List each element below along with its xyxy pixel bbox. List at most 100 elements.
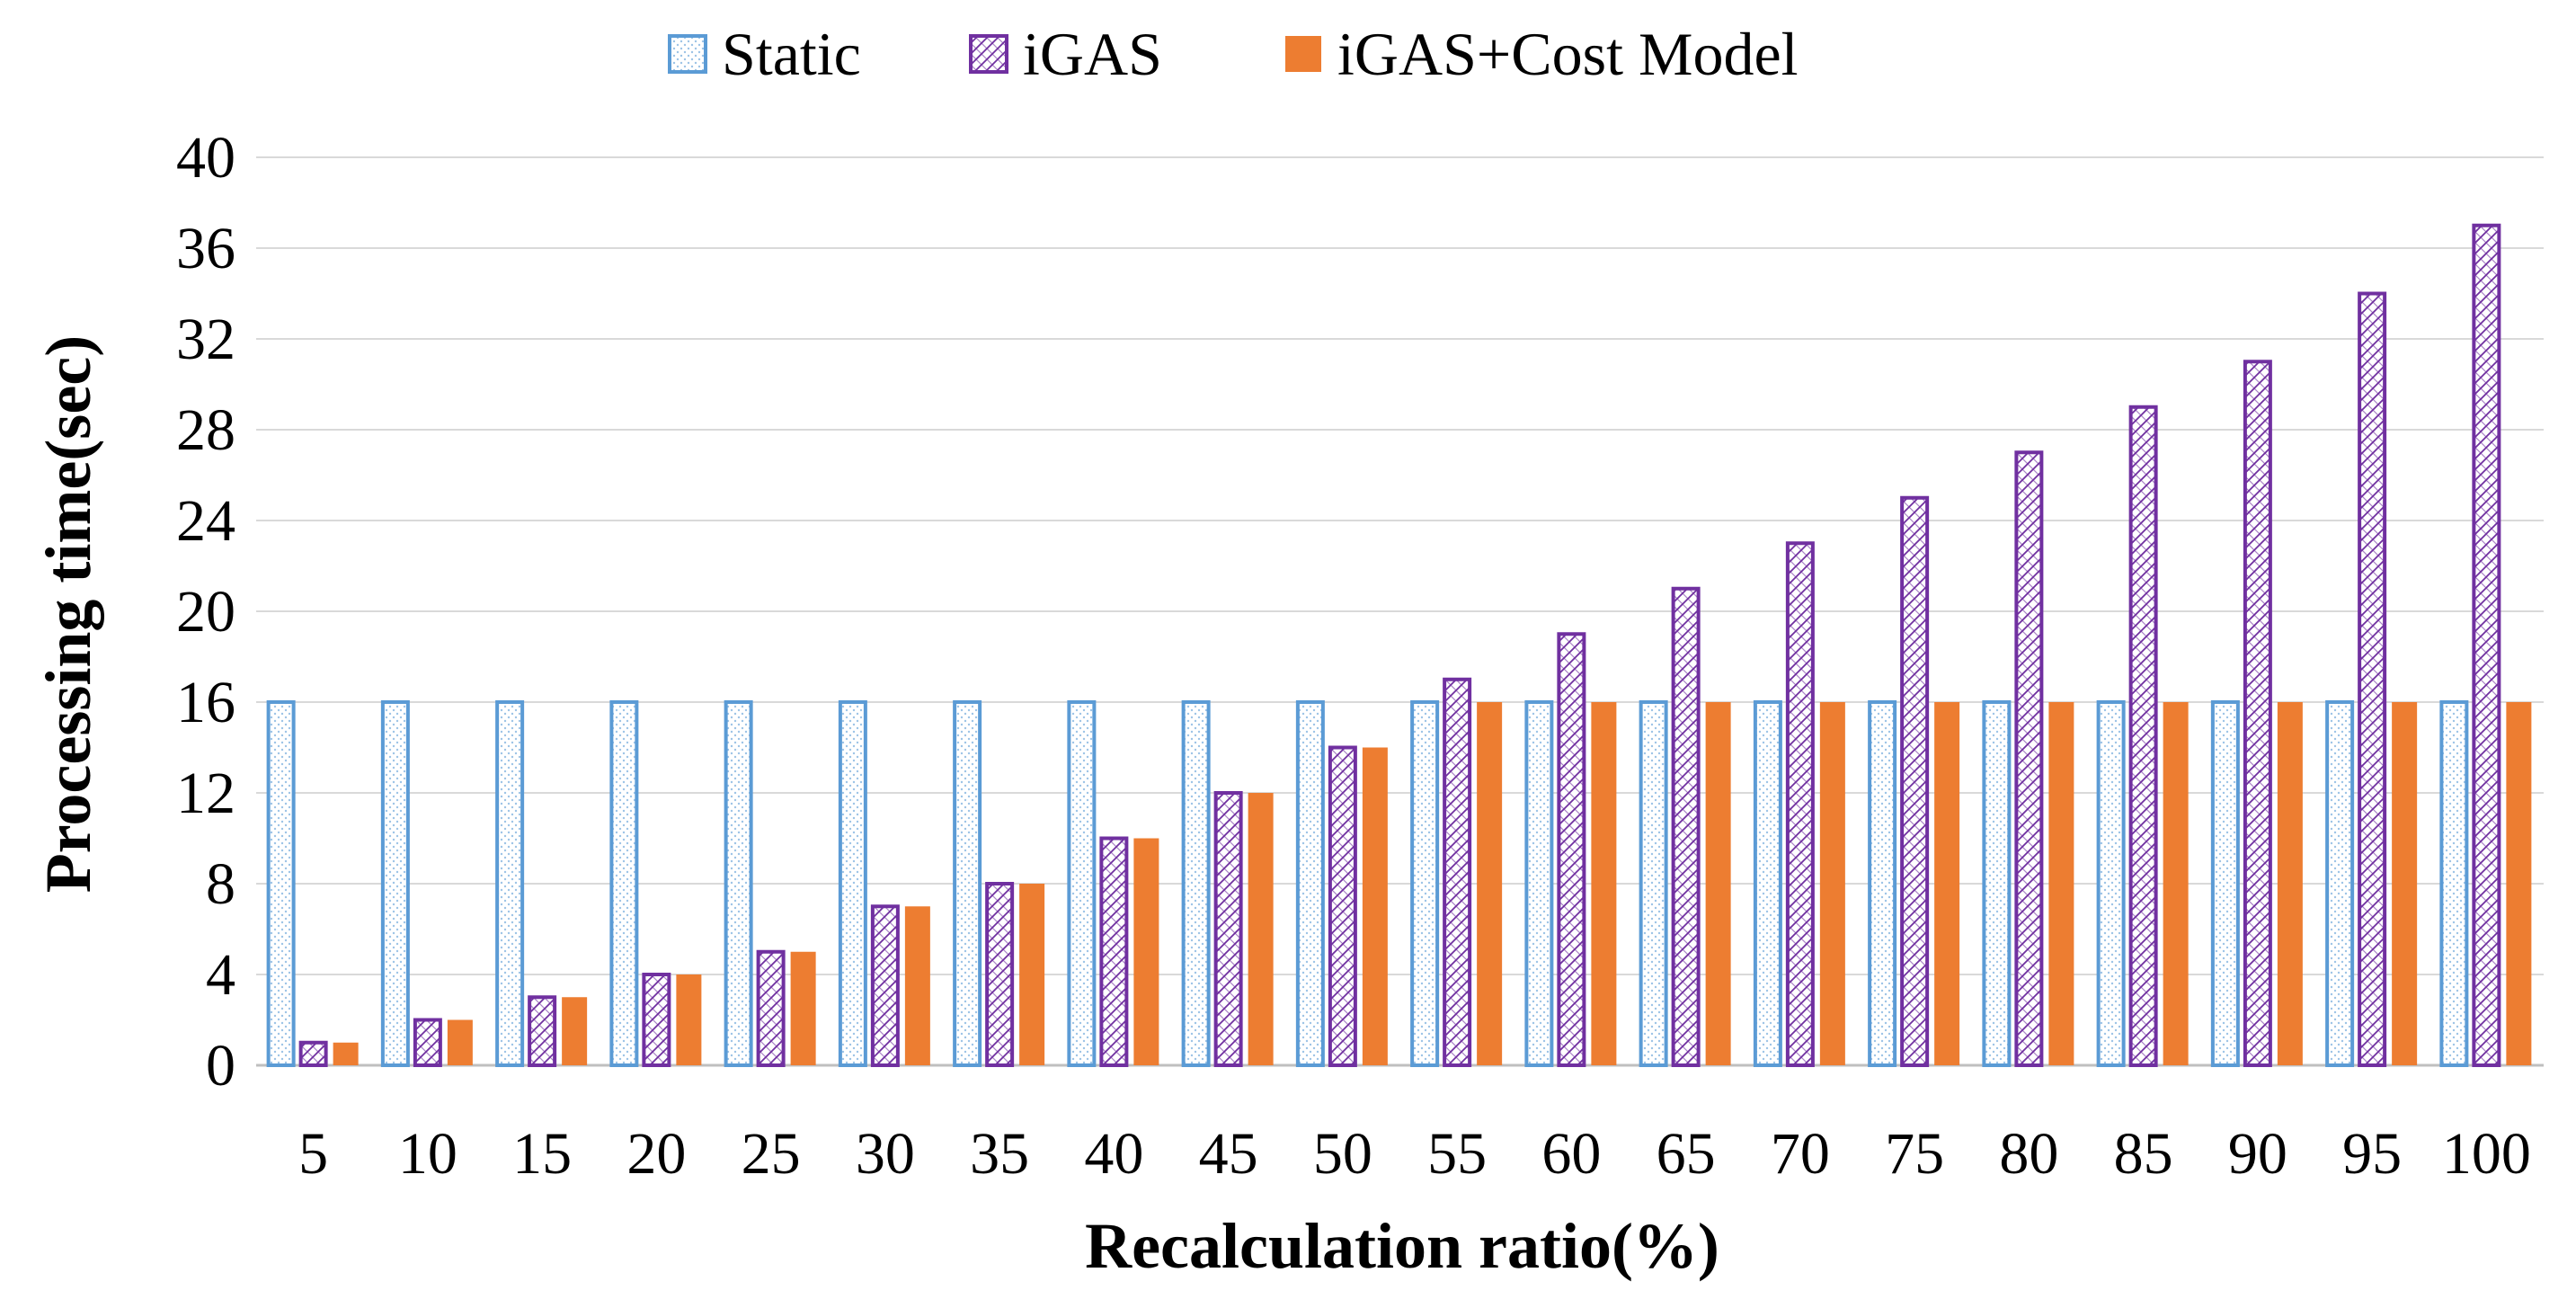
x-tick-label: 75 bbox=[1885, 1121, 1944, 1187]
bar-igas-cost-model-20 bbox=[676, 974, 702, 1065]
bar-static-30 bbox=[838, 700, 867, 1067]
x-tick-label: 40 bbox=[1084, 1121, 1143, 1187]
bar-static-5 bbox=[266, 700, 296, 1067]
x-tick-label: 20 bbox=[626, 1121, 686, 1187]
bar-igas-40 bbox=[1099, 836, 1129, 1067]
bar-igas-cost-model-100 bbox=[2506, 702, 2532, 1065]
x-tick-label: 65 bbox=[1657, 1121, 1716, 1187]
legend-swatch bbox=[969, 34, 1008, 74]
bar-igas-90 bbox=[2243, 360, 2272, 1067]
bar-igas-cost-model-5 bbox=[333, 1042, 359, 1065]
bar-igas-35 bbox=[985, 882, 1015, 1067]
bar-static-95 bbox=[2325, 700, 2355, 1067]
legend-item-igas-cost-model: iGAS+Cost Model bbox=[1285, 20, 1799, 88]
legend-label: iGAS+Cost Model bbox=[1337, 20, 1799, 88]
bar-igas-10 bbox=[413, 1018, 442, 1067]
bar-igas-45 bbox=[1213, 791, 1243, 1067]
bar-static-35 bbox=[953, 700, 982, 1067]
bar-igas-cost-model-85 bbox=[2163, 702, 2189, 1065]
bar-igas-5 bbox=[298, 1040, 328, 1067]
y-tick-label: 0 bbox=[206, 1033, 235, 1099]
bar-igas-cost-model-25 bbox=[790, 951, 816, 1065]
bar-igas-cost-model-80 bbox=[2048, 702, 2074, 1065]
x-tick-label: 70 bbox=[1771, 1121, 1830, 1187]
bar-igas-cost-model-70 bbox=[1819, 702, 1845, 1065]
bar-igas-cost-model-45 bbox=[1248, 793, 1274, 1065]
bar-igas-cost-model-60 bbox=[1591, 702, 1617, 1065]
y-tick-label: 16 bbox=[176, 670, 235, 735]
bar-igas-cost-model-95 bbox=[2392, 702, 2418, 1065]
bar-static-100 bbox=[2439, 700, 2469, 1067]
x-tick-label: 50 bbox=[1313, 1121, 1372, 1187]
bar-igas-cost-model-15 bbox=[562, 997, 588, 1065]
bar-static-75 bbox=[1868, 700, 1897, 1067]
y-tick-label: 32 bbox=[176, 307, 235, 372]
y-tick-label: 24 bbox=[176, 488, 235, 554]
bar-static-50 bbox=[1295, 700, 1325, 1067]
x-tick-label: 60 bbox=[1541, 1121, 1601, 1187]
x-tick-label: 10 bbox=[398, 1121, 457, 1187]
bar-igas-20 bbox=[642, 973, 671, 1067]
y-tick-label: 20 bbox=[176, 579, 235, 645]
bar-igas-60 bbox=[1557, 632, 1586, 1067]
bar-igas-55 bbox=[1443, 677, 1472, 1067]
bar-igas-cost-model-40 bbox=[1133, 838, 1159, 1065]
bar-static-65 bbox=[1639, 700, 1668, 1067]
bar-static-15 bbox=[495, 700, 525, 1067]
y-axis-title: Processing time(sec) bbox=[32, 335, 104, 893]
y-tick-label: 40 bbox=[176, 125, 235, 191]
bar-igas-cost-model-50 bbox=[1362, 747, 1388, 1065]
bar-static-55 bbox=[1410, 700, 1440, 1067]
bar-igas-cost-model-65 bbox=[1705, 702, 1731, 1065]
bar-igas-cost-model-75 bbox=[1934, 702, 1960, 1065]
x-tick-label: 85 bbox=[2114, 1121, 2173, 1187]
bar-igas-cost-model-90 bbox=[2277, 702, 2303, 1065]
x-tick-label: 45 bbox=[1199, 1121, 1258, 1187]
x-tick-label: 35 bbox=[970, 1121, 1029, 1187]
x-tick-label: 55 bbox=[1427, 1121, 1487, 1187]
y-tick-label: 36 bbox=[176, 216, 235, 281]
x-tick-label: 95 bbox=[2342, 1121, 2402, 1187]
x-tick-label: 30 bbox=[856, 1121, 915, 1187]
y-tick-label: 4 bbox=[206, 942, 235, 1008]
y-tick-label: 8 bbox=[206, 851, 235, 917]
legend-item-static: Static bbox=[668, 20, 861, 88]
bar-igas-cost-model-10 bbox=[447, 1019, 473, 1065]
x-tick-label: 25 bbox=[742, 1121, 801, 1187]
bar-igas-70 bbox=[1785, 541, 1815, 1067]
x-tick-label: 80 bbox=[1999, 1121, 2058, 1187]
bar-static-85 bbox=[2096, 700, 2126, 1067]
bar-igas-95 bbox=[2358, 291, 2387, 1067]
bar-igas-cost-model-30 bbox=[904, 906, 930, 1065]
bar-igas-15 bbox=[528, 995, 557, 1067]
bars bbox=[266, 223, 2532, 1067]
x-axis-title: Recalculation ratio(%) bbox=[1085, 1210, 1719, 1282]
bar-igas-50 bbox=[1328, 745, 1357, 1067]
y-tick-label: 12 bbox=[176, 761, 235, 826]
bar-igas-100 bbox=[2472, 223, 2501, 1067]
bar-static-90 bbox=[2210, 700, 2240, 1067]
axes: 0 4 8 12 16 20 24 28 32 36 40 5 10 15 20 25 30 35 40 45 50 55… bbox=[176, 125, 2531, 1187]
bar-static-60 bbox=[1524, 700, 1554, 1067]
bar-igas-30 bbox=[870, 904, 900, 1067]
legend-swatch bbox=[1285, 36, 1321, 72]
bar-static-25 bbox=[724, 700, 753, 1067]
x-tick-label: 15 bbox=[512, 1121, 572, 1187]
bar-static-45 bbox=[1181, 700, 1211, 1067]
legend-item-igas: iGAS bbox=[969, 20, 1162, 88]
bar-igas-25 bbox=[756, 949, 786, 1067]
x-tick-label: 90 bbox=[2228, 1121, 2287, 1187]
legend-label: Static bbox=[722, 20, 861, 88]
bar-igas-65 bbox=[1671, 586, 1701, 1067]
bar-igas-85 bbox=[2128, 405, 2158, 1067]
y-tick-label: 28 bbox=[176, 397, 235, 463]
legend-swatch bbox=[668, 34, 707, 74]
bar-igas-80 bbox=[2014, 450, 2044, 1067]
bar-static-80 bbox=[1982, 700, 2012, 1067]
bar-igas-cost-model-35 bbox=[1019, 884, 1045, 1065]
legend: Static iGAS iGAS+Cost Model bbox=[668, 20, 1799, 88]
gridlines bbox=[256, 156, 2544, 1067]
bar-static-10 bbox=[380, 700, 410, 1067]
